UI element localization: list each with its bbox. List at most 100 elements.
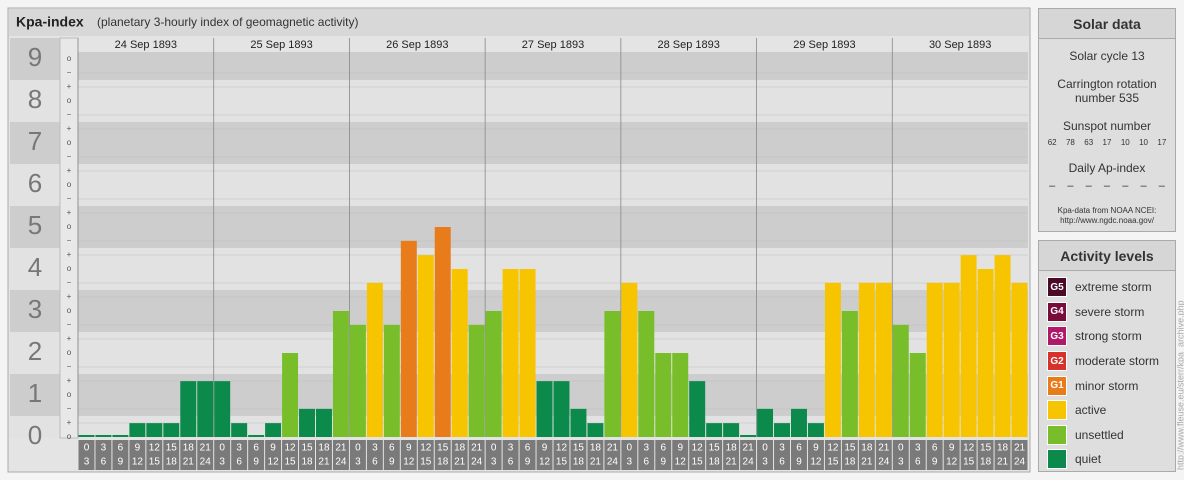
subtick-label: − bbox=[67, 362, 72, 371]
y-tick-label: 4 bbox=[28, 252, 42, 282]
panel-title: Solar data bbox=[1039, 9, 1175, 39]
bar bbox=[502, 269, 519, 437]
hour-box bbox=[163, 440, 180, 470]
bar bbox=[214, 381, 231, 437]
hour-label: 9 bbox=[542, 443, 548, 454]
bar bbox=[655, 353, 672, 437]
hour-box bbox=[909, 440, 926, 470]
credit: http://www.fleuse.eu/sterr/kpa_archive.p… bbox=[1175, 300, 1184, 470]
bar bbox=[757, 408, 774, 437]
subtick-label: − bbox=[67, 194, 72, 203]
hour-box bbox=[994, 440, 1011, 470]
bar bbox=[332, 311, 349, 437]
hour-box bbox=[332, 440, 349, 470]
bar bbox=[112, 435, 129, 437]
level-swatch: G4 bbox=[1047, 301, 1067, 322]
hour-box bbox=[570, 440, 587, 470]
day-label: 29 Sep 1893 bbox=[793, 39, 855, 51]
level-band bbox=[10, 122, 1028, 164]
hour-box bbox=[434, 440, 451, 470]
level-swatch: G3 bbox=[1047, 326, 1067, 347]
subtick-label: + bbox=[67, 376, 72, 385]
hour-label: 21 bbox=[607, 443, 619, 454]
sunspot: 63 bbox=[1084, 138, 1094, 147]
y-tick-label: 2 bbox=[28, 336, 42, 366]
hour-label: 9 bbox=[813, 443, 819, 454]
level-item: active bbox=[1039, 398, 1175, 423]
y-tick-label: 7 bbox=[28, 126, 42, 156]
hour-box bbox=[502, 440, 519, 470]
sunspots: 62 78 63 17 10 10 17 bbox=[1043, 138, 1171, 147]
hour-label: 24 bbox=[878, 457, 890, 468]
level-name: minor storm bbox=[1075, 378, 1139, 393]
title-bar bbox=[9, 9, 1029, 36]
hour-label: 21 bbox=[200, 443, 212, 454]
hour-label: 15 bbox=[827, 457, 839, 468]
hour-label: 9 bbox=[932, 457, 938, 468]
level-item: quiet bbox=[1039, 447, 1175, 472]
hour-box bbox=[604, 440, 621, 470]
hour-label: 18 bbox=[454, 443, 466, 454]
bar bbox=[926, 282, 943, 437]
hour-label: 18 bbox=[980, 457, 992, 468]
hour-box bbox=[892, 440, 909, 470]
day-label: 28 Sep 1893 bbox=[658, 39, 720, 51]
hour-label: 24 bbox=[200, 457, 212, 468]
hour-box bbox=[214, 440, 231, 470]
subtick-label: o bbox=[67, 222, 72, 231]
hour-label: 15 bbox=[573, 443, 585, 454]
subtick-label: o bbox=[67, 432, 72, 441]
hour-label: 0 bbox=[627, 443, 633, 454]
subtick-label: + bbox=[67, 82, 72, 91]
subtick-label: o bbox=[67, 180, 72, 189]
hour-box bbox=[299, 440, 315, 470]
bar bbox=[1011, 282, 1028, 437]
level-name: extreme storm bbox=[1075, 280, 1152, 295]
sunspot: 17 bbox=[1157, 138, 1167, 147]
hour-label: 21 bbox=[743, 443, 755, 454]
hour-box bbox=[146, 440, 163, 470]
hour-box bbox=[774, 440, 790, 470]
sunspot-title: Sunspot number bbox=[1062, 119, 1152, 133]
subtick-label: − bbox=[67, 236, 72, 245]
subtick-label: − bbox=[67, 68, 72, 77]
hour-label: 3 bbox=[101, 443, 107, 454]
hour-label: 3 bbox=[355, 457, 361, 468]
hour-label: 6 bbox=[644, 457, 650, 468]
level-band bbox=[10, 374, 1028, 416]
bar bbox=[366, 282, 383, 437]
hour-box bbox=[316, 440, 332, 470]
hour-label: 12 bbox=[963, 443, 975, 454]
hour-box bbox=[383, 440, 400, 470]
hour-label: 9 bbox=[135, 443, 141, 454]
level-item: G3 strong storm bbox=[1039, 324, 1175, 349]
hour-label: 18 bbox=[318, 443, 330, 454]
subtick-label: o bbox=[67, 96, 72, 105]
hour-box bbox=[112, 440, 129, 470]
bar bbox=[858, 282, 875, 437]
bar bbox=[316, 408, 332, 437]
hour-box bbox=[621, 440, 638, 470]
hour-label: 6 bbox=[236, 457, 242, 468]
hour-label: 21 bbox=[183, 457, 195, 468]
hour-box bbox=[129, 440, 146, 470]
day-label: 30 Sep 1893 bbox=[929, 39, 991, 51]
hour-box bbox=[672, 440, 689, 470]
hour-label: 18 bbox=[844, 457, 856, 468]
subtick-label: o bbox=[67, 54, 72, 63]
subtick-label: − bbox=[67, 278, 72, 287]
bar bbox=[349, 324, 366, 437]
hour-label: 6 bbox=[508, 457, 514, 468]
plot: 0123456789o+−o+−o+−o+−o+−o+−o+−o+−o+−o24… bbox=[10, 37, 1028, 470]
hour-box bbox=[282, 440, 299, 470]
hour-label: 6 bbox=[372, 457, 378, 468]
subtick-label: + bbox=[67, 418, 72, 427]
hour-label: 3 bbox=[491, 457, 497, 468]
level-band bbox=[10, 80, 1028, 122]
hour-label: 6 bbox=[101, 457, 107, 468]
level-item: G1 minor storm bbox=[1039, 373, 1175, 398]
y-tick-label: 0 bbox=[28, 420, 42, 450]
ap: – bbox=[1158, 180, 1165, 192]
hour-label: 21 bbox=[878, 443, 890, 454]
